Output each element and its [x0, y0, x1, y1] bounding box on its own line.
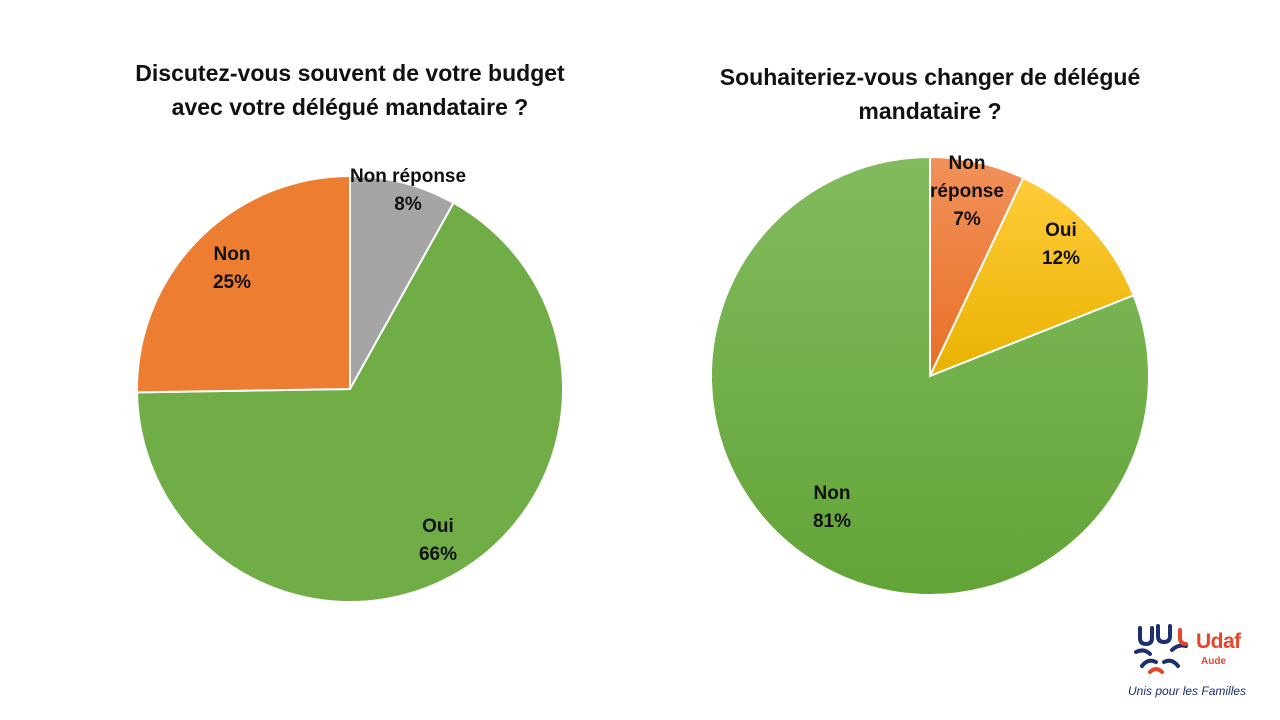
udaf-logo-mark-icon	[1134, 624, 1188, 674]
chart-title-line: Souhaiteriez-vous changer de délégué	[719, 64, 1141, 90]
pie-slice-non	[710, 155, 1150, 596]
pie-chart-budget: Non réponse 8% Oui 66% Non 25%	[136, 166, 564, 603]
pie-slice-non	[136, 174, 351, 394]
pie-chart-change: Non réponse 7% Oui 12% Non 81%	[710, 153, 1150, 596]
chart-title-budget: Discutez-vous souvent de votre budget av…	[90, 56, 610, 124]
chart-title-line: Discutez-vous souvent de votre budget	[135, 60, 565, 86]
pie-slice-oui	[928, 176, 1135, 378]
pie-slice-label: Non 81%	[813, 483, 851, 532]
pie-slice-label: Oui 66%	[419, 516, 457, 565]
pie-slice-non-reponse	[349, 174, 455, 393]
logo-brand-text: Udaf	[1196, 630, 1241, 653]
pie-slice-label: Non réponse 7%	[930, 153, 1004, 230]
chart-title-line: avec votre délégué mandataire ?	[171, 94, 529, 120]
chart-title-change: Souhaiteriez-vous changer de délégué man…	[650, 60, 1210, 128]
logo-sub-text: Aude	[1201, 656, 1226, 667]
pie-slice-label: Oui 12%	[1042, 220, 1080, 269]
chart-title-line: mandataire ?	[858, 98, 1002, 124]
udaf-logo: Udaf Aude Unis pour les Familles	[1128, 622, 1268, 712]
logo-tagline: Unis pour les Familles	[1128, 684, 1247, 698]
pie-slice-label: Non réponse 8%	[350, 166, 466, 215]
pie-slice-oui	[136, 201, 564, 603]
pie-slice-label: Non 25%	[213, 244, 251, 293]
